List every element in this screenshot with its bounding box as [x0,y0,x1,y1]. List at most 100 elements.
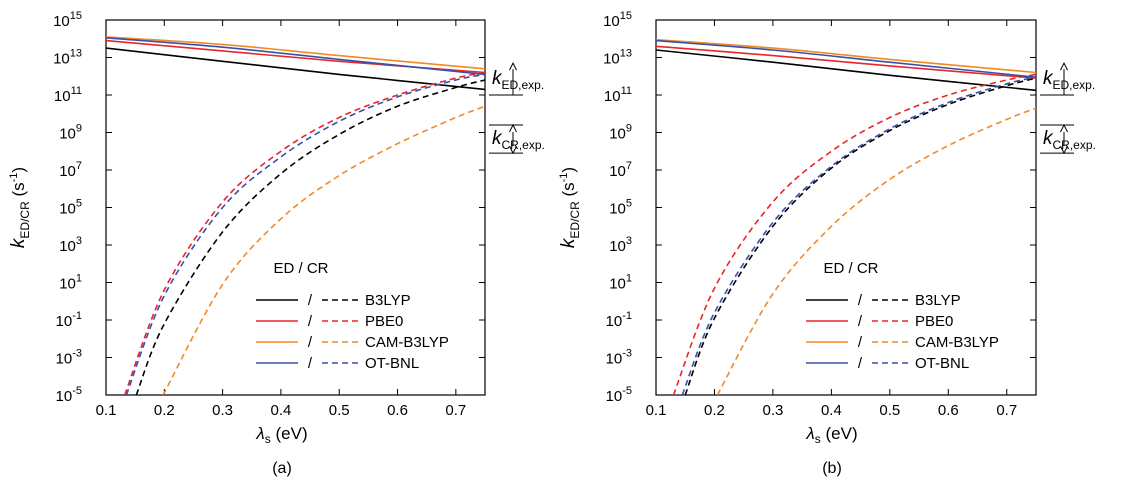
chart-panel-a: 0.1 0.2 0.3 0.4 0.5 0.6 0.71015101310111091071… [8,10,545,477]
y-tick-exponent: 9 [626,123,632,135]
y-tick-label: 10-5 [56,385,82,405]
y-tick-label: 1011 [604,85,632,105]
ed-line-ot-bnl [106,37,485,76]
ed-line-ot-bnl [656,39,1036,78]
cr-line-cam-b3lyp [716,107,1036,395]
experimental-ranges: kED,exp.kCR,exp. [1040,62,1096,155]
y-tick-base: 10 [609,201,626,218]
range-arrow-head [1060,62,1068,71]
legend-entry-label: B3LYP [365,292,411,309]
y-tick-exponent: 13 [620,48,632,60]
x-tick-label: 0.4 [270,402,291,419]
y-tick-base: 10 [603,51,620,68]
y-tick-base: 10 [609,126,626,143]
x-tick-label: 0.1 [646,402,667,419]
y-axis-unit-close: ) [559,167,578,173]
x-tick-label: 0.2 [704,402,725,419]
y-tick-label: 109 [59,123,82,143]
y-tick-exponent: -1 [622,310,632,322]
x-tick-label: 0.3 [212,402,233,419]
y-axis-unit-open: (s [559,182,578,201]
y-tick-label: 10-3 [56,348,82,368]
y-tick-exponent: 5 [76,198,82,210]
range-label-symbol: k [492,128,503,149]
panel-label: (b) [822,460,842,477]
ed-line-b3lyp [106,47,485,91]
x-axis-unit: (eV) [821,424,858,443]
ed-line-pbe0 [106,39,485,74]
series-lines [656,38,1036,395]
y-tick-exponent: 13 [70,48,82,60]
y-axis-unit-exponent: -1 [558,173,570,183]
y-tick-label: 10-1 [56,310,82,330]
range-arrow-head [509,62,517,71]
legend-separator: / [308,292,313,309]
y-tick-exponent: -5 [622,385,632,397]
x-tick-label: 0.4 [821,402,842,419]
legend-header: ED / CR [823,260,878,277]
x-tick-label: 0.5 [329,402,350,419]
y-tick-label: 105 [59,198,82,218]
y-axis-title: kED/CR (s-1) [558,167,582,248]
y-tick-label: 10-5 [606,385,632,405]
y-tick-base: 10 [59,126,76,143]
range-annotation-ed: kED,exp. [489,62,544,96]
legend-separator: / [308,355,313,372]
cr-line-cam-b3lyp [162,105,485,395]
y-tick-label: 10-3 [606,348,632,368]
y-axis-unit-open: (s [9,182,28,201]
y-tick-base: 10 [56,351,73,368]
legend-separator: / [858,355,863,372]
range-label-symbol: k [492,68,503,89]
range-arrow-head [509,145,517,155]
y-tick-label: 105 [609,198,632,218]
legend-entry-label: B3LYP [915,292,961,309]
range-arrow-head [1060,145,1068,155]
x-tick-label: 0.6 [387,402,408,419]
y-tick-label: 101 [609,273,632,293]
legend: ED / CR / B3LYP / PBE0 / CAM-B3LYP / OT-BNL [806,260,999,372]
y-tick-exponent: -5 [72,385,82,397]
range-label: kED,exp. [1043,68,1095,92]
cr-line-pbe0 [123,71,485,395]
y-tick-exponent: 11 [71,85,82,97]
x-tick-label: 0.7 [996,402,1017,419]
legend-separator: / [308,334,313,351]
legend-entry-label: CAM-B3LYP [915,334,999,351]
x-axis-title: λs (eV) [805,424,857,446]
x-tick-label: 0.6 [938,402,959,419]
range-label-subscript: ED,exp. [1053,78,1096,92]
ed-line-cam-b3lyp [656,38,1036,74]
range-arrow-head [1060,123,1068,133]
ed-line-cam-b3lyp [106,36,485,70]
x-axis-symbol: λ [805,424,814,443]
panel-label: (a) [272,460,292,477]
y-axis-symbol: k [558,237,579,248]
y-tick-base: 10 [603,13,620,30]
range-annotation-cr: kCR,exp. [489,123,545,155]
y-tick-exponent: 1 [76,273,82,285]
y-tick-label: 1015 [53,10,82,30]
experimental-ranges: kED,exp. kCR,exp. [489,62,545,155]
y-tick-exponent: 9 [76,123,82,135]
y-tick-exponent: -1 [72,310,82,322]
y-tick-base: 10 [59,238,76,255]
legend-entry-label: PBE0 [915,313,953,330]
y-tick-base: 10 [59,276,76,293]
range-arrow-head [509,123,517,133]
y-tick-base: 10 [53,13,70,30]
y-tick-base: 10 [609,163,626,180]
y-tick-exponent: 7 [76,160,82,172]
y-tick-label: 1011 [54,85,82,105]
y-axis-title: kED/CR (s-1) [8,167,32,248]
x-axis-symbol: λ [255,424,264,443]
x-axis-subscript: s [265,432,271,446]
x-tick-label: 0.7 [445,402,466,419]
y-tick-exponent: 15 [70,10,82,22]
y-tick-label: 101 [59,273,82,293]
legend-entry-label: OT-BNL [915,355,969,372]
range-label-subscript: CR,exp. [1053,138,1096,152]
cr-line-b3lyp [135,79,485,395]
ed-line-pbe0 [656,45,1036,79]
